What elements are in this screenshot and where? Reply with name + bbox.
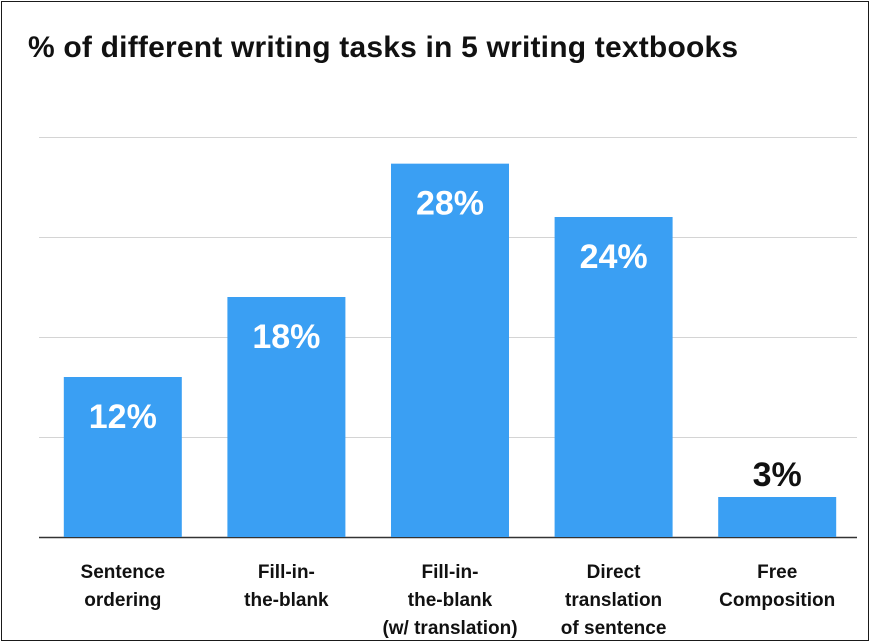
category-label: translation bbox=[565, 590, 662, 611]
category-label: Fill-in- bbox=[422, 562, 479, 583]
bar bbox=[718, 497, 837, 537]
data-label: 3% bbox=[753, 456, 802, 494]
bar bbox=[554, 217, 673, 537]
category-label: ordering bbox=[84, 590, 161, 611]
category-label: Sentence bbox=[81, 562, 165, 583]
category-label: (w/ translation) bbox=[382, 618, 517, 639]
data-label: 28% bbox=[416, 185, 484, 223]
category-label: Fill-in- bbox=[258, 562, 315, 583]
category-label: Direct bbox=[587, 562, 642, 583]
category-label: the-blank bbox=[244, 590, 329, 611]
category-label: Free bbox=[757, 562, 797, 583]
data-label: 24% bbox=[580, 238, 648, 276]
category-labels: Sentence ordering Fill-in-the-blank Fill-in… bbox=[81, 562, 836, 639]
data-label: 18% bbox=[252, 318, 320, 356]
chart-title: % of different writing tasks in 5 writin… bbox=[28, 31, 739, 64]
bars bbox=[63, 163, 837, 537]
category-label: the-blank bbox=[408, 590, 493, 611]
bar bbox=[227, 297, 346, 537]
category-label: Composition bbox=[719, 590, 835, 611]
category-label: of sentence bbox=[561, 618, 667, 639]
data-labels: 12% 18% 28% 24% 3% bbox=[89, 185, 802, 494]
bar bbox=[391, 163, 509, 537]
data-label: 12% bbox=[89, 398, 157, 436]
bar bbox=[63, 377, 182, 537]
